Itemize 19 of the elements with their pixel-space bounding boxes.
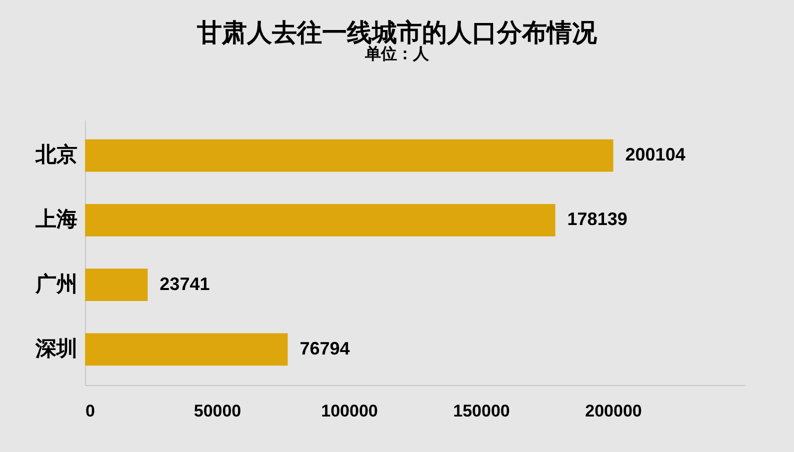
bar (85, 333, 288, 366)
chart-subtitle: 单位：人 (364, 45, 430, 63)
x-tick-label: 150000 (453, 402, 510, 420)
data-label: 178139 (567, 209, 628, 230)
data-label: 200104 (625, 144, 686, 165)
y-tick-label: 广州 (34, 272, 78, 296)
bar (85, 268, 148, 301)
bar (85, 204, 556, 236)
x-tick-label: 0 (86, 402, 95, 420)
y-tick-label: 上海 (34, 208, 78, 232)
y-tick-label: 深圳 (34, 337, 78, 360)
x-tick-label: 200000 (585, 402, 642, 420)
chart-title: 甘肃人去往一线城市的人口分布情况 (196, 19, 598, 47)
x-tick-label: 100000 (321, 402, 378, 420)
data-label: 76794 (300, 338, 350, 358)
data-label: 23741 (160, 274, 210, 294)
y-tick-label: 北京 (34, 142, 78, 167)
x-tick-label: 50000 (194, 402, 242, 420)
bar (85, 139, 614, 172)
